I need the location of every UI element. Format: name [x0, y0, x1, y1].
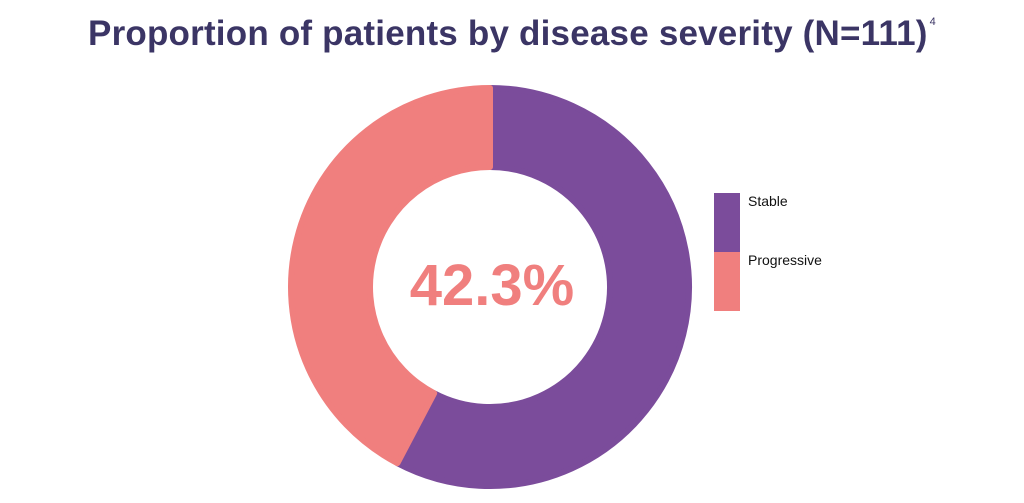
- donut-slice-progressive: [288, 85, 493, 467]
- donut-slices: [288, 85, 692, 489]
- legend-swatch-stable: [714, 193, 740, 252]
- donut-slice-stable: [394, 85, 692, 489]
- legend-swatch-progressive: [714, 252, 740, 311]
- center-percentage-label: 42.3%: [410, 253, 574, 318]
- chart-title-text: Proportion of patients by disease severi…: [88, 14, 928, 53]
- legend-label-stable: Stable: [748, 193, 788, 209]
- legend-label-progressive: Progressive: [748, 252, 822, 268]
- title-footnote-ref: 4: [929, 16, 936, 28]
- chart-title: Proportion of patients by disease severi…: [0, 14, 1024, 54]
